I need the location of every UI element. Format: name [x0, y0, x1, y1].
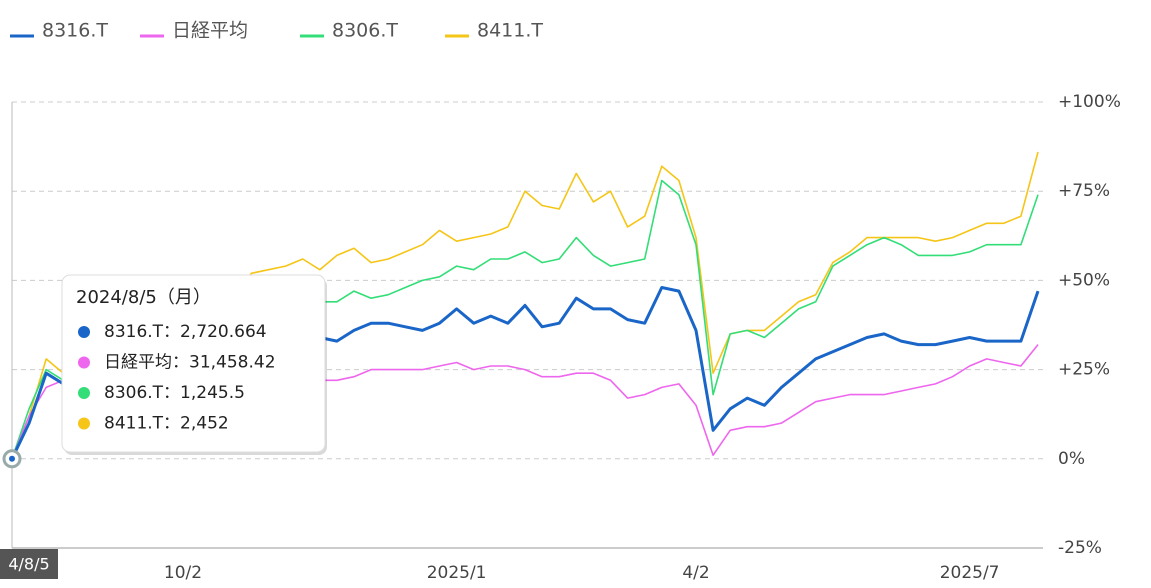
tooltip-dot	[78, 387, 90, 399]
cursor-marker-dot	[9, 455, 15, 462]
x-tick-label: 4/8/5	[8, 555, 49, 574]
legend-label: 8306.T	[332, 20, 398, 42]
legend-label: 日経平均	[172, 20, 248, 42]
y-tick-label: -25%	[1058, 538, 1102, 558]
x-cursor-label-bg	[0, 549, 58, 579]
legend-label: 8316.T	[42, 20, 108, 42]
y-tick-label: +100%	[1058, 92, 1121, 112]
tooltip-item: 日経平均：31,458.42	[104, 353, 276, 373]
tooltip-item: 8411.T：2,452	[104, 414, 229, 434]
tooltip-item: 8306.T：1,245.5	[104, 383, 245, 403]
tooltip-dot	[78, 417, 90, 430]
tooltip-title: 2024/8/5（月）	[76, 287, 211, 308]
x-tick-label: 10/2	[164, 563, 202, 583]
y-tick-label: +25%	[1058, 360, 1110, 380]
tooltip-dot	[78, 356, 90, 369]
x-tick-label: 2025/1	[427, 563, 487, 583]
tooltip-dot	[78, 326, 90, 338]
y-tick-label: 0%	[1058, 449, 1085, 469]
tooltip-item: 8316.T：2,720.664	[104, 322, 267, 342]
x-tick-label: 4/2	[682, 563, 709, 583]
y-tick-label: +75%	[1058, 181, 1110, 201]
tooltip-box	[61, 274, 326, 453]
x-tick-label: 2025/7	[940, 563, 1000, 583]
legend-label: 8411.T	[477, 20, 543, 42]
y-tick-label: +50%	[1058, 270, 1110, 290]
